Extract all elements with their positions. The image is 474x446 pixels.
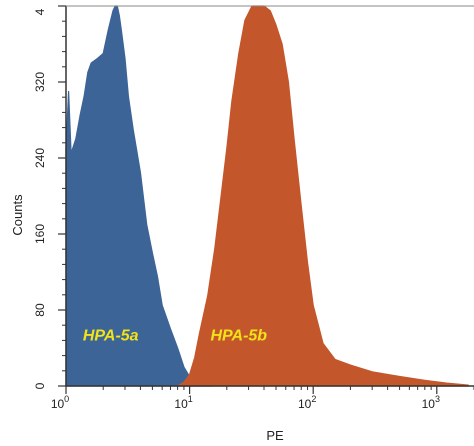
- series-label-2: HPA-5b: [210, 327, 267, 344]
- y-tick-label: 160: [33, 224, 47, 244]
- y-tick-label: 4: [33, 8, 47, 15]
- x-tick-label: 100: [51, 394, 69, 411]
- x-tick-label: 102: [298, 394, 316, 411]
- labels-layer: 100 101 102 103 0 80 160 240 320 4 PE Counts HPA-5a H…: [10, 8, 440, 443]
- series-area-1: [65, 5, 212, 387]
- series-area-2: [177, 5, 469, 387]
- y-tick-label: 0: [33, 382, 47, 389]
- x-tick-label: 103: [422, 394, 440, 411]
- x-tick-label: 101: [174, 394, 192, 411]
- series-label-1: HPA-5a: [83, 327, 139, 344]
- x-axis-title: PE: [266, 428, 284, 443]
- y-tick-label: 80: [33, 303, 47, 317]
- y-tick-label: 240: [33, 148, 47, 168]
- series-layer: [65, 5, 469, 387]
- axes-layer: [58, 5, 474, 394]
- y-axis-title: Counts: [10, 194, 25, 236]
- y-tick-label: 320: [33, 72, 47, 92]
